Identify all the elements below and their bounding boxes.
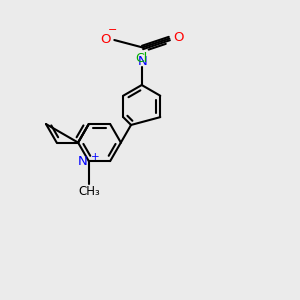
Text: O: O (173, 31, 183, 44)
Text: +: + (91, 152, 100, 162)
Text: −: − (108, 25, 118, 35)
Text: CH₃: CH₃ (78, 185, 100, 198)
Text: N: N (77, 154, 87, 168)
Text: O: O (100, 33, 111, 46)
Text: Cl: Cl (136, 52, 148, 65)
Text: N: N (138, 55, 147, 68)
